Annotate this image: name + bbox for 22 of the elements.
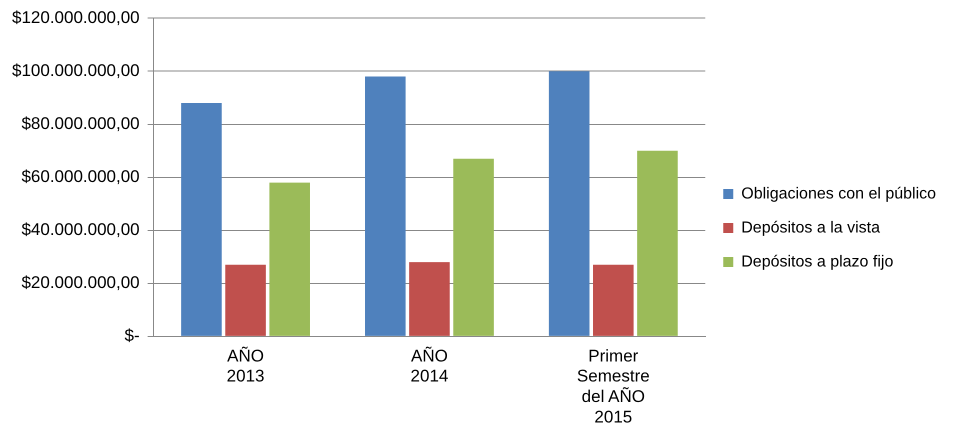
y-tick-label: $20.000.000,00: [21, 273, 140, 292]
bar: [409, 262, 450, 336]
y-tick-label: $60.000.000,00: [21, 166, 140, 186]
legend-label: Depósitos a plazo fijo: [741, 253, 894, 270]
y-tick-label: $-: [124, 326, 140, 346]
bar: [453, 158, 494, 336]
x-tick-label: AÑO 2014: [410, 346, 448, 386]
y-tick-label: $100.000.000,00: [12, 60, 140, 80]
x-tick-label: Primer Semestre del AÑO 2015: [576, 346, 650, 426]
bar: [593, 264, 634, 336]
bar: [181, 103, 222, 336]
y-tick-label: $120.000.000,00: [12, 8, 140, 27]
bar: [269, 182, 310, 336]
bar: [548, 71, 590, 336]
y-tick-label: $80.000.000,00: [21, 114, 140, 133]
bar: [637, 150, 678, 336]
x-tick-label: AÑO 2013: [226, 346, 264, 386]
bar: [225, 264, 266, 336]
y-tick-label: $40.000.000,00: [21, 220, 140, 240]
legend-label: Depósitos a la vista: [741, 219, 880, 236]
bar: [365, 76, 406, 336]
legend-label: Obligaciones con el público: [741, 185, 936, 202]
